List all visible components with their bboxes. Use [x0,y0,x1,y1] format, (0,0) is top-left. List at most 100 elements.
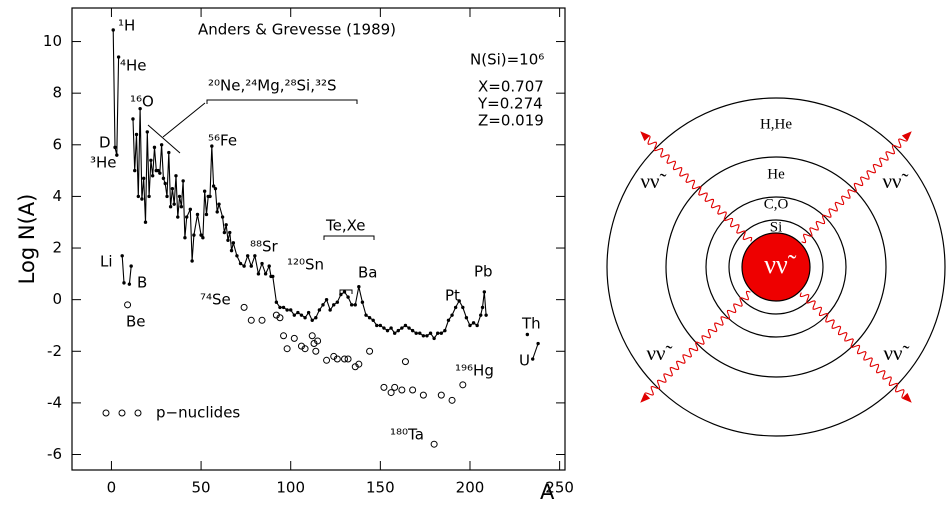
point [172,202,176,206]
point [392,331,397,335]
point [367,316,372,320]
abundance-line [112,29,539,360]
x-tick-label: 200 [456,479,485,497]
annotation: ²⁰Ne,²⁴Mg,²⁸Si,³²S [208,77,337,95]
p-nuclide-point [340,355,348,363]
point [525,332,530,337]
point [349,303,354,307]
point [443,328,447,333]
point [292,313,296,317]
annotation: Be [126,313,146,331]
point [115,153,119,157]
p-nuclide-point [409,386,417,394]
shell-label: He [767,166,785,182]
point [165,194,169,199]
point [156,168,160,173]
x-tick-label: 0 [107,479,117,497]
point [111,28,115,32]
point [274,300,279,304]
annotation: U [519,352,530,370]
point [211,184,216,188]
point [407,326,411,330]
y-tick-label: 0 [52,290,62,308]
point [317,308,322,312]
p-nuclide-point [459,381,467,389]
p-nuclide-point [366,347,374,355]
point [199,233,203,237]
point [299,313,304,317]
y-tick-label: -2 [47,342,62,360]
point [464,316,469,320]
star-diagram [606,97,946,437]
x-tick-label: 100 [276,479,305,497]
point [446,318,451,323]
point [389,326,393,330]
point [222,230,227,235]
p-nuclide-point [308,332,316,340]
y-tick-label: 2 [52,239,62,257]
point [190,259,194,263]
y-tick-label: 4 [52,187,62,205]
point [188,207,193,212]
point [253,254,257,258]
point [181,179,185,183]
point [208,194,212,199]
shell [705,196,847,338]
point [339,292,343,297]
neutrino-label: νν̃ [884,341,910,365]
point [149,158,153,162]
neutrino-label: νν̃ [641,169,667,193]
neutrino-wave [799,292,905,399]
core [741,232,811,302]
annotation: Ba [358,264,377,282]
p-nuclide-point [290,334,298,342]
annotation: ⁸⁸Sr [250,238,279,256]
annotation: X=0.707 [478,78,544,96]
point [378,323,383,328]
point [480,305,485,310]
point [145,130,149,134]
point [432,336,436,341]
point [353,303,357,307]
point [138,106,142,111]
point [179,205,184,209]
point [167,150,171,155]
annotation: ¹²⁰Sn [287,256,324,274]
point [168,205,173,209]
p-nuclide-point [280,332,288,340]
bracket [323,235,375,240]
point [140,197,144,201]
point [147,194,151,199]
plot-frame [71,7,566,471]
x-tick-label: 250 [545,479,574,497]
point [116,55,121,59]
point [215,210,219,214]
annotation: ¹⁸⁰Ta [390,426,424,444]
point [306,310,311,315]
point [158,171,162,175]
point [479,313,483,317]
point [285,308,289,312]
legend [102,409,142,417]
point [421,334,426,338]
point [183,236,187,240]
point [202,189,207,193]
shell-label: H,He [760,116,792,132]
point [296,310,300,315]
annotation: ⁴He [120,57,147,75]
x-tick-label: 50 [192,479,211,497]
annotation: ³He [90,154,117,172]
neutrino-label: νν̃ [883,169,909,193]
point [229,248,234,253]
point [170,186,175,191]
annotation: ¹H [118,17,135,35]
p-nuclide-point [283,345,291,353]
legend-marker [134,409,142,417]
point [245,254,250,258]
point [152,145,157,150]
neutrino-arrowhead [901,131,912,142]
point [210,144,214,148]
point [176,215,180,219]
